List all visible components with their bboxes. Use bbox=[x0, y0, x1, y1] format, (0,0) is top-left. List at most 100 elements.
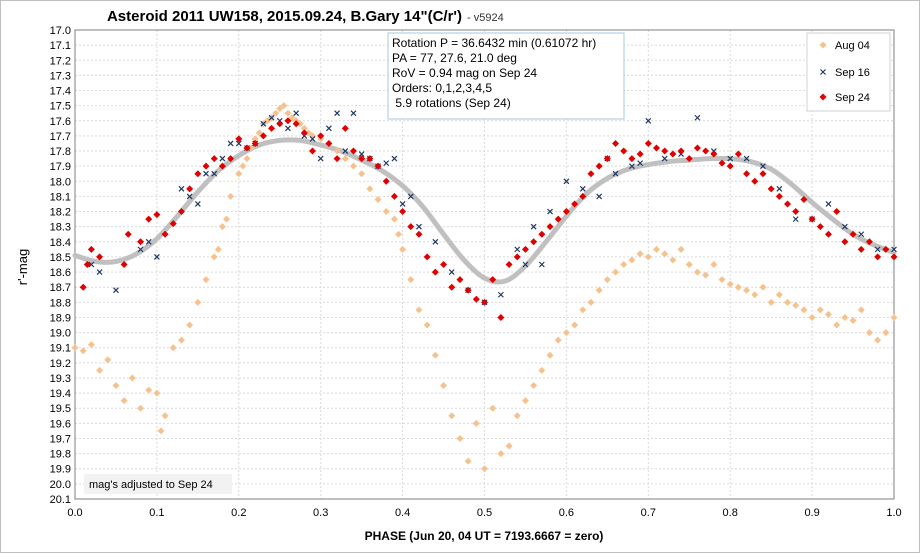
x-tick-label: 0.9 bbox=[804, 507, 819, 519]
data-point bbox=[644, 253, 652, 261]
data-point bbox=[391, 155, 398, 162]
chart-version: - v5924 bbox=[467, 12, 504, 24]
chart-title: Asteroid 2011 UW158, 2015.09.24, B.Gary … bbox=[107, 8, 462, 25]
adjustment-note: mag's adjusted to Sep 24 bbox=[84, 474, 232, 494]
x-tick-label: 0.5 bbox=[477, 507, 492, 519]
y-tick-label: 19.8 bbox=[50, 449, 71, 461]
data-point bbox=[833, 208, 841, 216]
data-point bbox=[251, 135, 259, 143]
data-point bbox=[210, 253, 218, 261]
data-point bbox=[309, 136, 316, 142]
data-point bbox=[194, 201, 201, 207]
data-point bbox=[521, 245, 529, 253]
info-line-rotations: 5.9 rotations (Sep 24) bbox=[392, 96, 511, 110]
data-point bbox=[448, 412, 456, 420]
data-point bbox=[431, 351, 439, 359]
data-point bbox=[620, 147, 628, 155]
data-point bbox=[620, 261, 628, 268]
data-point bbox=[784, 298, 792, 306]
data-point bbox=[416, 223, 422, 230]
x-tick-label: 0.3 bbox=[313, 507, 328, 519]
data-point bbox=[800, 306, 808, 314]
data-point bbox=[563, 178, 570, 185]
data-point bbox=[841, 238, 849, 246]
data-point bbox=[223, 215, 231, 223]
data-point bbox=[161, 230, 169, 238]
data-point bbox=[145, 215, 153, 223]
y-tick-label: 17.0 bbox=[50, 25, 71, 37]
data-points bbox=[71, 102, 898, 473]
data-point bbox=[882, 245, 890, 253]
data-point bbox=[448, 283, 456, 291]
y-tick-label: 19.3 bbox=[50, 373, 71, 385]
data-point bbox=[284, 117, 292, 125]
info-line-rotation: Rotation P = 36.6432 min (0.61072 hr) bbox=[392, 36, 596, 50]
data-point bbox=[685, 261, 693, 268]
data-point bbox=[759, 170, 767, 178]
data-point bbox=[595, 286, 603, 294]
data-point bbox=[718, 159, 726, 167]
data-point bbox=[137, 404, 145, 412]
data-point bbox=[382, 177, 390, 185]
data-point bbox=[669, 150, 677, 158]
data-point bbox=[285, 125, 291, 132]
data-point bbox=[399, 201, 406, 207]
data-point bbox=[522, 261, 529, 268]
legend: Aug 04 Sep 16 Sep 24 bbox=[806, 32, 891, 112]
data-point bbox=[760, 163, 766, 170]
y-tick-label: 18.5 bbox=[50, 252, 71, 264]
data-point bbox=[399, 208, 407, 216]
data-point bbox=[891, 246, 897, 253]
y-tick-label: 20.0 bbox=[50, 479, 71, 491]
data-point bbox=[857, 245, 865, 253]
data-point bbox=[841, 223, 848, 230]
y-tick-label: 19.4 bbox=[50, 388, 71, 400]
data-point bbox=[538, 230, 546, 238]
data-point bbox=[554, 215, 562, 223]
y-tick-label: 20.1 bbox=[50, 494, 71, 506]
data-point bbox=[784, 200, 792, 208]
data-point bbox=[865, 329, 873, 337]
data-point bbox=[882, 329, 890, 337]
data-point bbox=[288, 114, 296, 122]
legend-label-aug04: Aug 04 bbox=[835, 40, 870, 52]
y-tick-label: 19.2 bbox=[50, 358, 71, 370]
data-point bbox=[448, 269, 455, 275]
data-point bbox=[350, 110, 357, 117]
data-point bbox=[775, 192, 783, 200]
x-tick-label: 0.0 bbox=[67, 507, 82, 519]
y-tick-label: 19.9 bbox=[50, 464, 71, 476]
data-point bbox=[734, 283, 742, 291]
data-point bbox=[472, 295, 480, 303]
data-point bbox=[481, 465, 488, 473]
data-point bbox=[727, 155, 734, 162]
data-point bbox=[792, 208, 800, 216]
data-point bbox=[235, 140, 242, 147]
data-point bbox=[538, 261, 545, 268]
data-point bbox=[128, 374, 136, 382]
data-point bbox=[153, 211, 161, 219]
data-point bbox=[177, 208, 185, 216]
data-point bbox=[292, 120, 300, 128]
y-tick-label: 18.4 bbox=[50, 237, 71, 249]
data-point bbox=[513, 412, 521, 420]
data-point bbox=[202, 276, 210, 284]
data-point bbox=[505, 442, 513, 450]
data-point bbox=[841, 313, 849, 321]
legend-label-sep16: Sep 16 bbox=[835, 67, 870, 79]
data-point bbox=[300, 124, 308, 132]
info-box: Rotation P = 36.6432 min (0.61072 hr) PA… bbox=[387, 32, 625, 120]
data-point bbox=[145, 238, 152, 245]
data-point bbox=[562, 329, 570, 337]
info-line-pa: PA = 77, 27.6, 21.0 deg bbox=[392, 51, 517, 65]
data-point bbox=[562, 208, 570, 216]
data-point bbox=[751, 177, 759, 185]
data-point bbox=[685, 155, 693, 163]
info-line-orders: Orders: 0,1,2,3,4,5 bbox=[392, 81, 492, 95]
data-point bbox=[489, 276, 497, 284]
data-point bbox=[726, 162, 734, 170]
data-point bbox=[792, 216, 799, 223]
y-tick-label: 17.8 bbox=[50, 146, 71, 158]
y-tick-label: 19.6 bbox=[50, 418, 71, 430]
